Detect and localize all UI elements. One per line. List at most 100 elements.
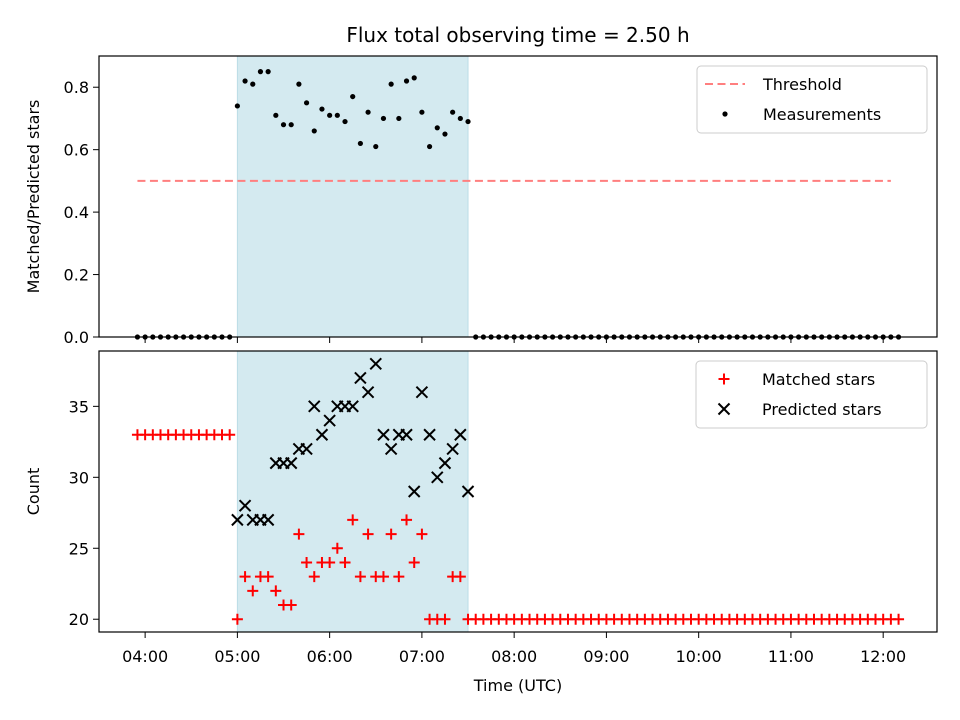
shaded-interval <box>236 55 469 338</box>
data-point <box>454 428 467 441</box>
chart-title: Flux total observing time = 2.50 h <box>346 23 689 47</box>
data-point <box>434 125 440 131</box>
data-point <box>393 571 405 583</box>
data-point <box>373 143 379 150</box>
series-matched-stars <box>131 429 905 625</box>
data-point <box>362 528 374 540</box>
x-tick-label: 07:00 <box>399 647 445 666</box>
data-point <box>231 513 244 527</box>
data-point <box>423 428 436 441</box>
data-point <box>439 613 451 625</box>
legend-label: Matched stars <box>762 370 875 389</box>
data-point <box>300 442 313 456</box>
data-point <box>384 442 398 456</box>
data-point <box>334 112 340 118</box>
data-point <box>408 556 420 568</box>
data-point <box>303 100 310 106</box>
data-point <box>361 385 375 399</box>
legend-label: Threshold <box>762 75 842 94</box>
data-point <box>401 514 413 526</box>
data-point <box>426 143 433 150</box>
data-point <box>234 103 240 109</box>
data-point <box>347 514 359 526</box>
y-axis-label: Count <box>24 468 43 516</box>
data-point <box>238 499 252 512</box>
series-predicted-stars <box>231 357 475 527</box>
data-point <box>273 112 279 118</box>
data-point <box>250 81 256 87</box>
data-point <box>385 528 397 540</box>
legend-box <box>696 65 928 134</box>
data-point <box>893 613 905 625</box>
data-point <box>231 613 243 625</box>
data-point <box>461 485 475 498</box>
data-point <box>239 571 251 583</box>
x-axis-label: Time (UTC) <box>473 676 562 695</box>
data-point <box>388 81 394 87</box>
data-point <box>342 118 348 125</box>
legend-marker <box>722 111 728 117</box>
y-tick-label: 25 <box>69 539 89 558</box>
data-point <box>357 140 363 147</box>
data-point <box>261 513 275 527</box>
data-point <box>262 571 274 583</box>
data-point <box>257 69 264 75</box>
data-point <box>415 385 429 399</box>
data-point <box>327 112 333 118</box>
data-point <box>346 400 359 413</box>
data-point <box>377 428 390 441</box>
axes-frame <box>98 55 938 338</box>
data-point <box>350 93 356 100</box>
data-point <box>419 109 425 115</box>
data-point <box>408 485 421 498</box>
data-point <box>315 428 329 441</box>
data-point <box>431 471 444 484</box>
data-point <box>284 456 298 470</box>
legend: Matched stars Predicted stars <box>695 360 928 429</box>
y-tick-label: 30 <box>69 468 89 487</box>
top-panel: 0.0 0.2 0.4 0.6 0.8 Matched/Predicted stars Th… <box>24 55 938 347</box>
x-tick-label: 09:00 <box>583 647 629 666</box>
data-point <box>288 122 294 128</box>
y-tick-label: 0.0 <box>64 328 89 347</box>
legend-label: Predicted stars <box>762 400 882 419</box>
data-point <box>285 599 297 611</box>
data-point <box>324 556 336 568</box>
data-point <box>369 357 382 370</box>
legend-box <box>695 360 928 429</box>
data-point <box>377 571 389 583</box>
y-tick-label: 0.4 <box>64 203 89 222</box>
data-point <box>400 428 413 441</box>
data-point <box>354 371 367 385</box>
legend-marker <box>718 373 730 385</box>
data-point <box>280 122 287 128</box>
data-point <box>296 81 302 87</box>
data-point <box>293 528 305 540</box>
x-tick-label: 08:00 <box>491 647 537 666</box>
x-tick-label: 11:00 <box>768 647 814 666</box>
data-point <box>323 414 336 427</box>
data-point <box>311 128 317 134</box>
data-point <box>454 571 466 583</box>
data-point <box>270 585 282 597</box>
legend-label: Measurements <box>763 105 881 124</box>
data-point <box>403 78 410 84</box>
y-tick-label: 0.6 <box>64 141 89 160</box>
data-point <box>354 571 366 583</box>
data-point <box>301 556 313 568</box>
y-axis-label: Matched/Predicted stars <box>24 100 43 294</box>
shaded-interval <box>236 350 469 633</box>
data-point <box>224 429 236 441</box>
axes-frame <box>98 350 938 633</box>
y-tick-label: 35 <box>69 397 89 416</box>
data-point <box>247 585 259 597</box>
data-point <box>438 456 452 470</box>
data-point <box>308 400 321 413</box>
data-point <box>450 109 456 115</box>
x-tick-label: 10:00 <box>676 647 722 666</box>
x-tick-label: 04:00 <box>122 647 168 666</box>
data-point <box>380 115 387 122</box>
data-point <box>265 69 271 75</box>
legend: Threshold Measurements <box>696 65 928 134</box>
